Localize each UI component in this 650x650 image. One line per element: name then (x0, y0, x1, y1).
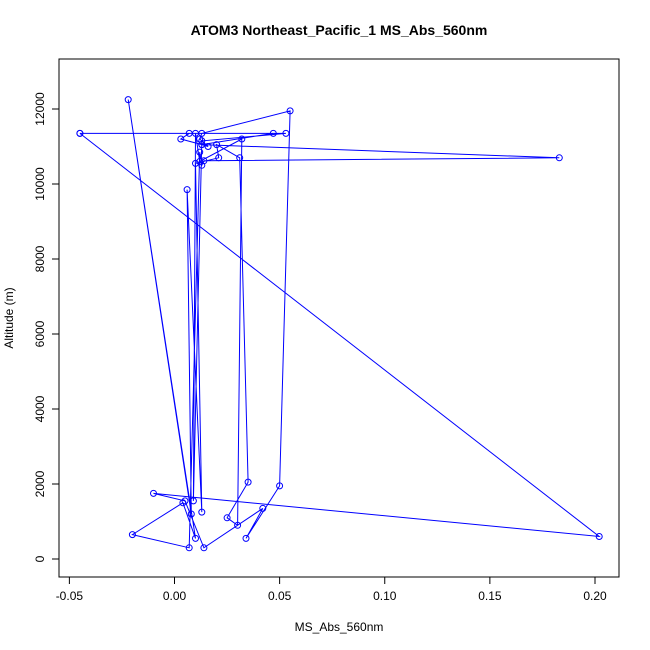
data-point (595, 533, 603, 540)
data-point (234, 521, 242, 529)
x-axis-label: MS_Abs_560nm (295, 620, 384, 634)
data-point (242, 534, 250, 542)
plot-frame (58, 58, 620, 578)
data-point (124, 96, 132, 104)
data-point (276, 482, 284, 490)
x-tick-label: 0.05 (268, 589, 292, 603)
data-point (236, 154, 244, 162)
data-point (238, 135, 246, 143)
data-point (187, 510, 195, 518)
series-group (76, 96, 603, 552)
data-point (177, 135, 185, 143)
y-tick-label: 2000 (33, 470, 47, 497)
data-point (198, 137, 206, 145)
y-tick-label: 8000 (33, 245, 47, 272)
data-point (181, 497, 189, 505)
data-point (244, 478, 252, 486)
data-point (259, 504, 267, 512)
data-point (223, 514, 231, 522)
data-point (196, 148, 204, 156)
data-point (183, 186, 191, 194)
data-point (198, 161, 206, 169)
data-point (204, 143, 212, 150)
x-tick-label: 0.10 (373, 589, 397, 603)
data-point (215, 154, 223, 162)
data-point (286, 107, 294, 115)
data-point (198, 129, 206, 137)
x-axis: -0.05 0.00 0.05 0.10 0.15 0.20 (56, 576, 607, 603)
x-tick-label: 0.00 (163, 589, 187, 603)
data-point (192, 534, 199, 542)
data-point (185, 129, 193, 137)
data-point (185, 544, 193, 552)
x-tick-label: 0.15 (478, 589, 502, 603)
data-point (198, 508, 206, 516)
data-point (189, 497, 197, 505)
y-tick-label: 4000 (33, 395, 47, 422)
x-tick-label: -0.05 (56, 589, 84, 603)
y-axis: 0 2000 4000 6000 8000 10000 12000 (33, 92, 60, 562)
data-point (196, 158, 204, 165)
x-tick-label: 0.20 (583, 589, 607, 603)
y-tick-label: 12000 (33, 92, 47, 126)
data-point (555, 154, 563, 162)
data-point (128, 531, 136, 539)
y-tick-label: 0 (33, 555, 47, 562)
data-point (282, 129, 290, 137)
data-point (192, 159, 199, 167)
data-point (213, 141, 221, 149)
y-tick-label: 10000 (33, 167, 47, 201)
data-point (179, 499, 187, 507)
data-point (200, 544, 208, 552)
series-line (79, 99, 601, 549)
y-tick-label: 6000 (33, 320, 47, 347)
data-point (269, 129, 277, 137)
data-point (76, 129, 84, 137)
data-point (150, 489, 157, 497)
y-axis-label: Altitude (m) (2, 287, 16, 348)
chart-title: ATOM3 Northeast_Pacific_1 MS_Abs_560nm (191, 22, 488, 38)
data-point (200, 157, 208, 165)
